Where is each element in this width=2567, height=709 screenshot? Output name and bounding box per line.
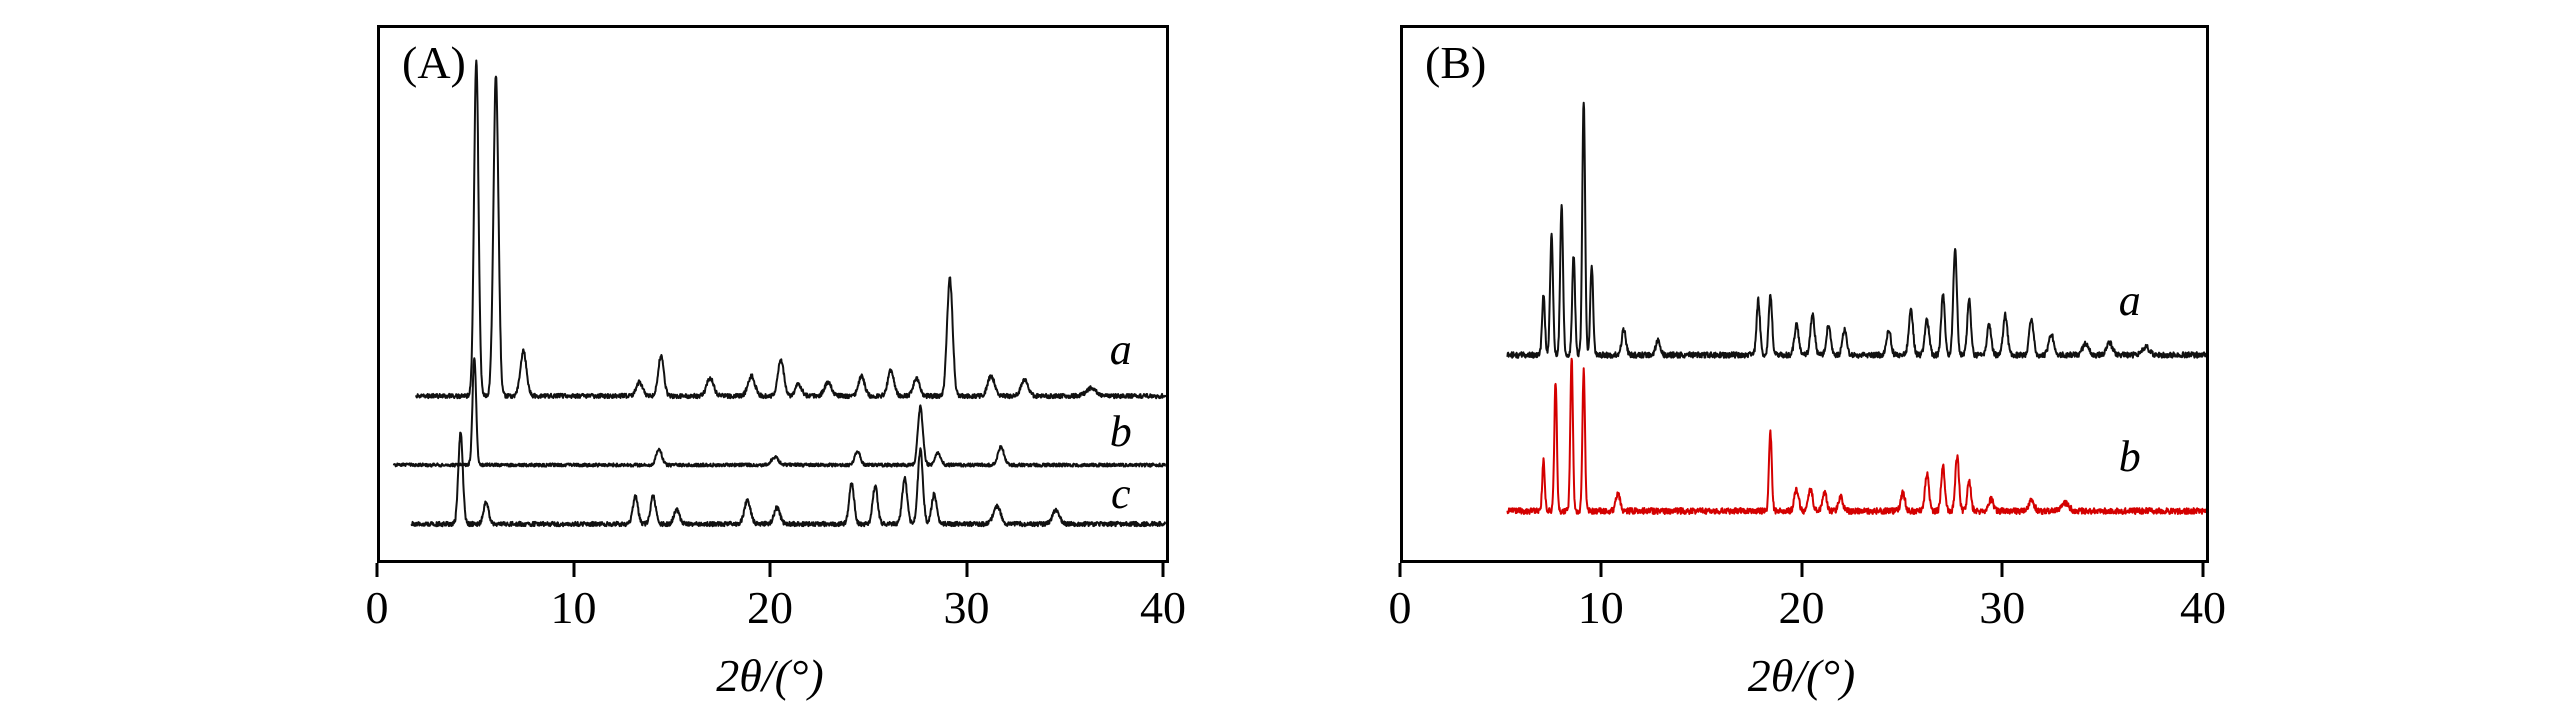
x-tick-label-10: 10 (1577, 582, 1624, 633)
curve-label-c: c (1111, 469, 1131, 518)
xrd-trace-b (392, 357, 1166, 468)
xrd-trace-b (1506, 357, 2206, 515)
panel-b-traces (1506, 101, 2206, 515)
x-tick-label-20: 20 (747, 582, 793, 633)
x-tick-mark-0 (1398, 563, 1402, 577)
x-tick-label-30: 30 (1979, 582, 2026, 633)
x-tick-label-0: 0 (365, 582, 389, 633)
x-tick-label-30: 30 (943, 582, 990, 633)
panel-b-label: (B) (1425, 37, 1487, 88)
panel-a-traces (392, 59, 1166, 528)
x-tick-label-10: 10 (550, 582, 597, 633)
x-tick-mark-40 (1161, 563, 1165, 577)
xrd-trace-a (414, 59, 1166, 400)
xrd-trace-a (1506, 101, 2206, 359)
x-tick-mark-30 (2000, 563, 2004, 577)
panel-a-label: (A) (402, 37, 466, 88)
xrd-trace-c (410, 431, 1166, 528)
x-tick-mark-40 (2201, 563, 2205, 577)
x-tick-mark-20 (1800, 563, 1803, 577)
panel-b-x-axis: 2θ/(°) 0 10 20 30 40 (1389, 563, 2226, 709)
x-tick-label-0: 0 (1388, 582, 1412, 633)
panel-b: (B) a b 2θ/(°) 0 10 20 30 40 (1389, 25, 2226, 709)
x-tick-mark-10 (1599, 563, 1603, 577)
curve-label-b: b (2118, 432, 2141, 481)
curve-label-b: b (1109, 407, 1132, 456)
curve-label-a: a (1109, 325, 1132, 374)
x-tick-mark-30 (965, 563, 968, 577)
panel-a-x-axis: 2θ/(°) 0 10 20 30 40 (366, 563, 1186, 709)
x-tick-mark-0 (375, 563, 379, 577)
panel-b-plot-box: (B) a b (1400, 25, 2209, 563)
panel-b-x-axis-title: 2θ/(°) (1747, 650, 1856, 701)
x-tick-label-20: 20 (1778, 582, 1825, 633)
panel-a-x-axis-title: 2θ/(°) (716, 650, 824, 701)
x-tick-label-40: 40 (1140, 582, 1186, 633)
x-tick-label-40: 40 (2180, 582, 2226, 633)
x-tick-mark-20 (768, 563, 772, 577)
curve-label-a: a (2118, 276, 2141, 325)
x-tick-mark-10 (572, 563, 575, 577)
